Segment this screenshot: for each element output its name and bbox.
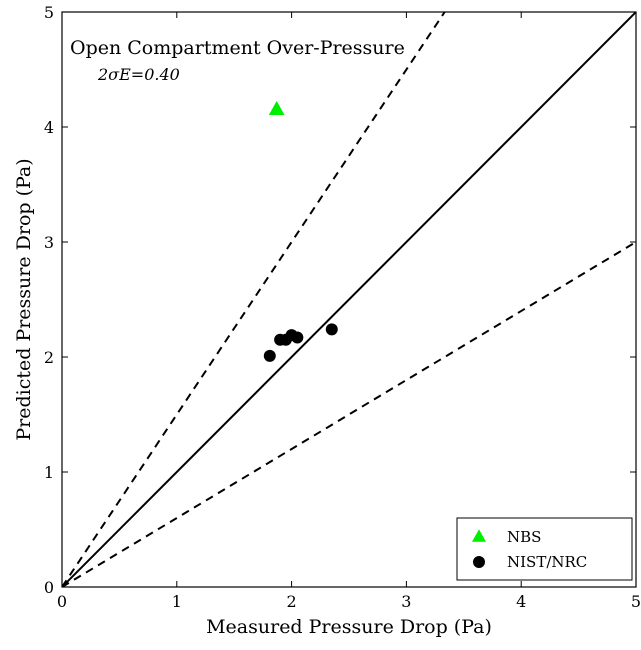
x-axis-label: Measured Pressure Drop (Pa) xyxy=(206,616,492,638)
y-tick-label: 4 xyxy=(44,118,54,137)
chart-title: Open Compartment Over-Pressure xyxy=(70,37,405,59)
legend-marker-nbs xyxy=(472,529,486,542)
y-tick-label: 3 xyxy=(44,233,54,252)
x-tick-label: 3 xyxy=(401,592,411,611)
y-tick-label: 0 xyxy=(44,578,54,597)
data-point-nbs xyxy=(268,100,285,116)
ticks-layer: 0 1 2 3 4 5 0 1 2 3 4 5 xyxy=(44,3,641,611)
data-point-nist-nrc xyxy=(263,349,276,362)
x-tick-label: 1 xyxy=(172,592,182,611)
y-tick-label: 1 xyxy=(44,463,54,482)
legend-label-nbs: NBS xyxy=(507,528,541,546)
legend-marker-nist-nrc xyxy=(473,556,485,568)
reference-lines-layer xyxy=(62,12,636,587)
sigma-annotation: 2σE=0.40 xyxy=(97,65,180,84)
x-tick-label: 5 xyxy=(631,592,641,611)
x-tick-label: 4 xyxy=(516,592,526,611)
reference-line-solid-0 xyxy=(62,12,636,587)
y-axis-label: Predicted Pressure Drop (Pa) xyxy=(13,158,35,440)
data-point-nist-nrc xyxy=(291,331,304,344)
y-tick-label: 5 xyxy=(44,3,54,22)
x-tick-label: 0 xyxy=(57,592,67,611)
x-tick-label: 2 xyxy=(287,592,297,611)
legend-box xyxy=(456,517,633,581)
y-tick-label: 2 xyxy=(44,348,54,367)
data-point-nist-nrc xyxy=(325,323,338,336)
points-layer xyxy=(263,100,338,362)
legend: NBS NIST/NRC xyxy=(456,517,633,581)
legend-label-nist-nrc: NIST/NRC xyxy=(507,553,587,571)
plot-frame xyxy=(61,11,637,588)
reference-line-dashed-1 xyxy=(62,12,446,587)
